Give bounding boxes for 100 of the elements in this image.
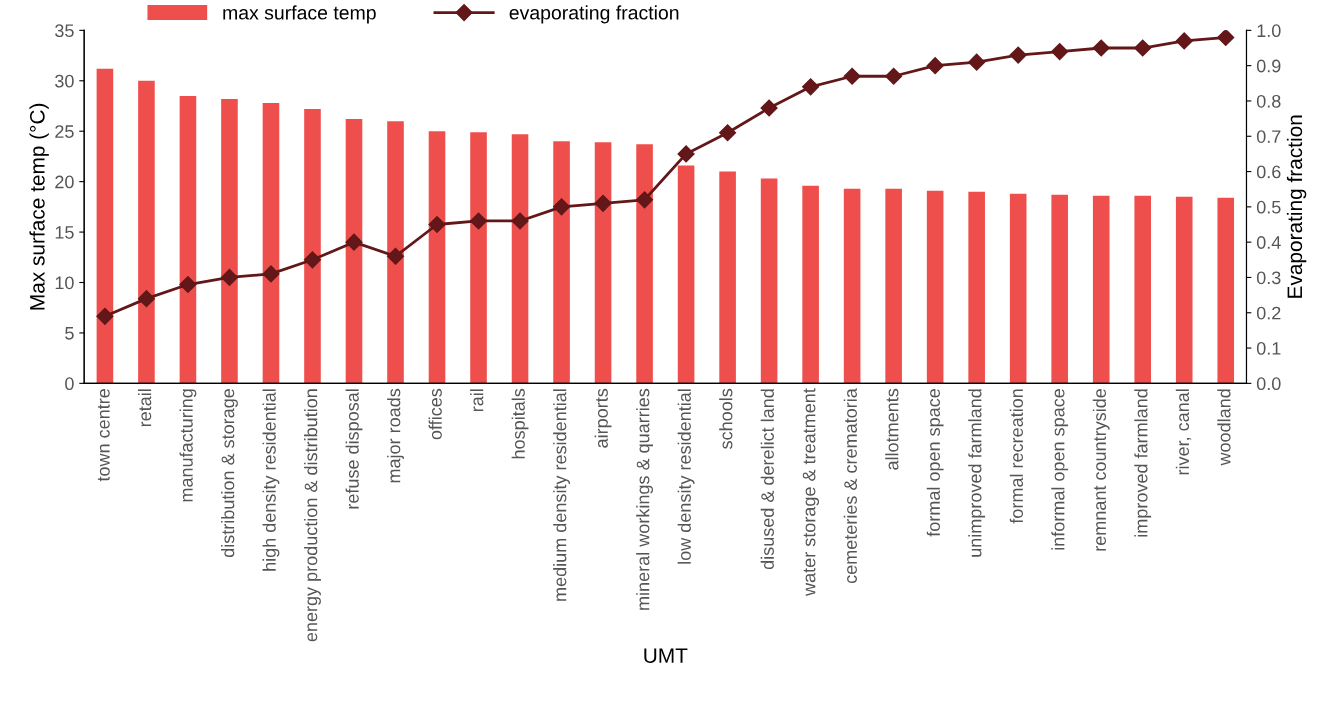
bar <box>843 188 861 384</box>
point <box>677 145 695 163</box>
bar <box>926 190 944 384</box>
y2-tick-label: 0.3 <box>1256 271 1281 285</box>
point <box>137 290 155 308</box>
x-tick-label: river, canal <box>1175 389 1192 475</box>
y2-tick-label: 0.4 <box>1256 236 1281 249</box>
bar <box>428 131 446 384</box>
x-tick-label: medium density residential <box>553 389 570 601</box>
bar <box>760 178 778 384</box>
point <box>843 67 861 85</box>
bar <box>138 80 155 384</box>
y-tick-label: 35 <box>55 24 74 38</box>
bar <box>387 121 404 384</box>
x-tick-label: disused & derelict land <box>760 389 774 570</box>
y-axis-title: Max surface temp (°C) <box>29 103 49 310</box>
x-tick-label: town centre <box>97 389 110 482</box>
bar <box>221 98 238 384</box>
bar <box>553 141 570 384</box>
x-tick-label: formal open space <box>926 389 944 537</box>
y2-tick-label: 0.6 <box>1256 165 1281 179</box>
x-tick-label: cemeteries & crematoria <box>843 388 857 584</box>
point <box>386 247 405 265</box>
y-tick-label: 5 <box>65 327 74 340</box>
x-tick-label: refuse disposal <box>345 389 363 509</box>
point <box>1217 30 1235 46</box>
x-tick-label: manufacturing <box>179 389 197 502</box>
bar <box>802 185 819 384</box>
y-tick-label: 30 <box>55 74 74 88</box>
bar <box>470 132 487 384</box>
x-tick-label: airports <box>594 388 612 448</box>
point <box>1051 42 1069 61</box>
y2-tick-label: 0.7 <box>1256 130 1281 143</box>
y-tick-label: 20 <box>55 175 74 189</box>
y-tick-label: 10 <box>55 276 74 290</box>
x-tick-label: improved farmland <box>1134 389 1152 537</box>
point <box>303 251 322 269</box>
y-tick-label: 25 <box>55 125 74 138</box>
bar <box>1009 193 1027 384</box>
bar <box>96 68 114 384</box>
y2-tick-label: 0.8 <box>1256 94 1281 108</box>
x-tick-label: water storage & treatment <box>802 388 820 596</box>
point <box>262 265 280 283</box>
point <box>719 124 737 142</box>
x-tick-label: remnant countryside <box>1092 389 1110 551</box>
point <box>1092 39 1110 57</box>
x-tick-label: high density residential <box>262 389 280 571</box>
y2-tick-label: 0.0 <box>1256 377 1281 391</box>
legend-label: evaporating fraction <box>509 5 679 24</box>
bar <box>1134 195 1152 384</box>
point <box>511 212 529 230</box>
bar <box>885 188 902 384</box>
y2-tick-label: 1.0 <box>1257 24 1281 38</box>
x-tick-label: mineral workings & quarries <box>636 388 653 610</box>
bar <box>594 142 612 384</box>
x-tick-label: distribution & storage <box>221 389 238 558</box>
x-tick-label: unimproved farmland <box>968 389 986 557</box>
y-tick-label: 0 <box>65 377 74 391</box>
y2-tick-label: 0.1 <box>1256 341 1281 355</box>
x-tick-label: woodland <box>1217 389 1231 466</box>
point <box>1175 32 1193 50</box>
bar <box>511 134 529 384</box>
point <box>469 212 488 230</box>
bar <box>1175 196 1193 384</box>
y2-tick-label: 0.5 <box>1256 200 1281 214</box>
point <box>594 194 612 212</box>
point <box>1134 39 1152 57</box>
bar <box>1217 197 1235 384</box>
x-tick-label: schools <box>719 388 733 449</box>
y2-tick-label: 0.9 <box>1256 59 1281 73</box>
point <box>885 67 903 85</box>
x-tick-label: retail <box>138 389 152 427</box>
bar <box>677 165 695 384</box>
x-tick-label: major roads <box>387 388 404 483</box>
bar <box>1051 194 1068 384</box>
legend-label: max surface temp <box>223 5 376 24</box>
x-tick-label: energy production & distribution <box>304 389 321 642</box>
x-tick-label: offices <box>428 388 442 440</box>
y2-tick-label: 0.2 <box>1256 306 1281 320</box>
y2-axis-title: Evaporating fraction <box>1286 115 1307 298</box>
point <box>179 275 197 294</box>
bar <box>179 95 197 384</box>
point <box>1009 46 1027 64</box>
point <box>345 233 363 251</box>
x-tick-label: allotments <box>885 388 899 470</box>
x-tick-label: low density residential <box>677 389 695 564</box>
point <box>220 268 239 287</box>
point <box>968 53 986 71</box>
bar <box>1092 195 1110 384</box>
point <box>926 57 944 75</box>
x-axis-title: UMT <box>644 648 688 663</box>
bar <box>719 171 736 384</box>
bar <box>262 102 280 384</box>
point <box>428 215 446 234</box>
x-tick-label: informal open space <box>1051 389 1069 550</box>
point <box>96 307 114 325</box>
bar <box>968 191 985 384</box>
bar <box>345 119 363 384</box>
x-tick-label: hospitals <box>511 388 529 459</box>
x-tick-label: formal recreation <box>1009 389 1024 524</box>
